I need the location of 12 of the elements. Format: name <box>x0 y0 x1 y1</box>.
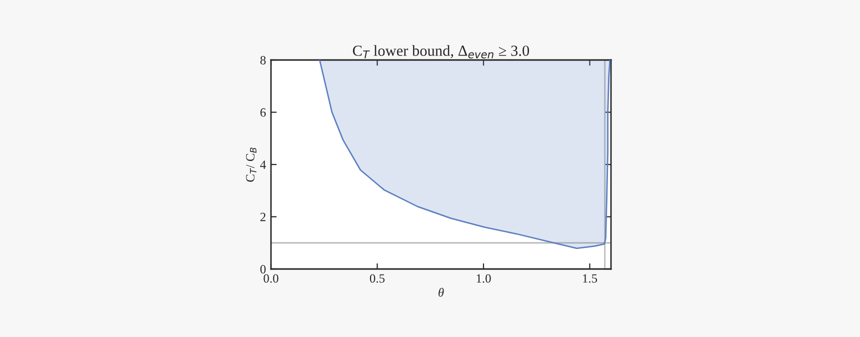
y-axis-title: C$_{T}$/ C$_{B}$ <box>246 148 256 182</box>
x-tick-label: 1.0 <box>476 274 491 283</box>
chart-title: C$_{T}$ lower bound, Δ$_{even}$ ≥ 3.0 <box>352 45 530 58</box>
x-tick-label: 0.0 <box>264 274 278 283</box>
y-tick-label: 4 <box>260 160 266 169</box>
y-tick-label: 6 <box>260 108 266 117</box>
y-tick-label: 0 <box>260 265 266 274</box>
x-tick-label: 1.5 <box>583 274 598 283</box>
x-tick-label: 0.5 <box>370 274 385 283</box>
y-tick-label: 2 <box>260 212 266 222</box>
x-axis-title: θ <box>438 288 444 297</box>
y-tick-label: 8 <box>260 56 266 64</box>
